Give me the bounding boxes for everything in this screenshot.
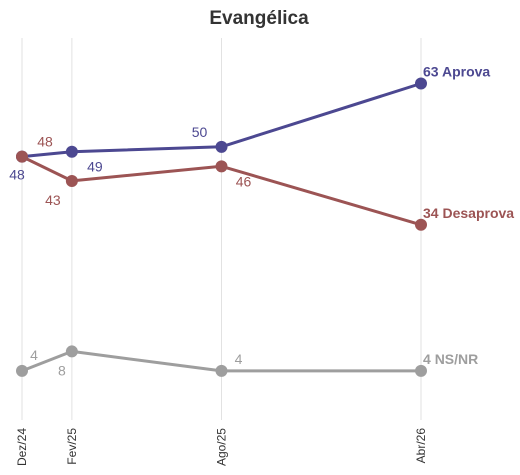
data-point xyxy=(215,140,228,153)
gridlines xyxy=(21,38,422,420)
series-line xyxy=(21,349,421,373)
data-label: 46 xyxy=(236,173,252,189)
series-lines xyxy=(21,82,422,373)
data-point xyxy=(415,218,427,231)
data-label: 4 xyxy=(235,351,243,367)
data-label: 50 xyxy=(192,124,208,140)
data-point xyxy=(65,145,78,158)
series-line xyxy=(21,82,422,159)
x-tick-label: Dez/24 xyxy=(15,428,29,466)
series-points xyxy=(16,77,427,377)
end-label: 4 NS/NR xyxy=(423,351,478,367)
chart-title: Evangélica xyxy=(209,8,309,29)
data-point xyxy=(65,345,78,358)
data-point xyxy=(415,364,427,377)
data-point xyxy=(215,160,228,173)
data-label: 48 xyxy=(37,134,53,150)
data-point xyxy=(65,174,78,187)
series-line xyxy=(21,155,422,227)
data-label: 43 xyxy=(45,192,61,208)
data-point xyxy=(415,77,427,90)
data-point xyxy=(215,364,228,377)
end-label: 34 Desaprova xyxy=(423,205,514,221)
x-tick-label: Ago/25 xyxy=(215,428,229,466)
data-point xyxy=(16,364,28,377)
data-point xyxy=(16,150,28,163)
data-label: 49 xyxy=(87,159,103,175)
x-tick-label: Abr/26 xyxy=(414,428,428,464)
end-label: 63 Aprova xyxy=(423,64,490,80)
x-axis-ticks: Dez/24 Fev/25 Ago/25 Abr/26 xyxy=(15,428,428,466)
data-label: 4 xyxy=(30,347,38,363)
data-label: 48 xyxy=(9,167,25,183)
data-label: 8 xyxy=(58,362,66,378)
x-tick-label: Fev/25 xyxy=(65,428,79,465)
